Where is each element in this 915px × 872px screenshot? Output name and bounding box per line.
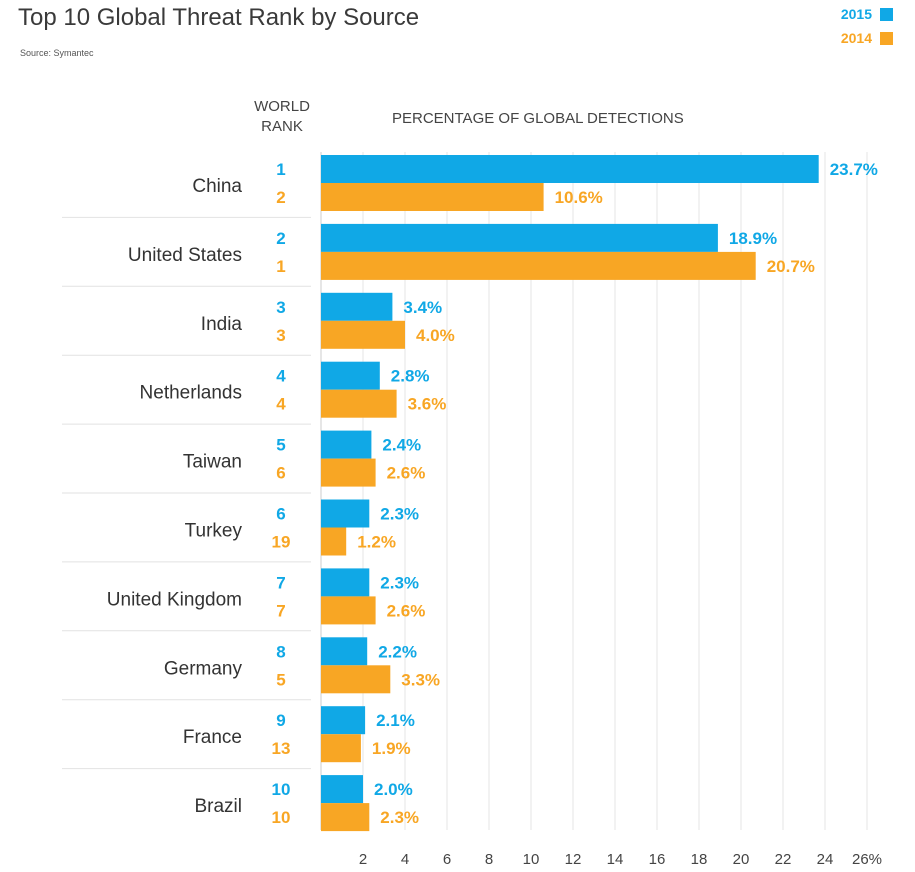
value-label-2015: 2.4%: [382, 436, 421, 455]
x-axis-title: PERCENTAGE OF GLOBAL DETECTIONS: [392, 110, 684, 127]
legend-label-2015: 2015: [840, 6, 872, 22]
rank-2015: 5: [276, 436, 285, 455]
bar-2015: [321, 568, 370, 597]
value-label-2014: 1.2%: [357, 533, 396, 552]
country-label: India: [201, 314, 243, 335]
bar-2014: [321, 734, 361, 763]
country-label: United Kingdom: [107, 589, 242, 610]
bar-2015: [321, 361, 380, 390]
value-label-2014: 3.6%: [408, 395, 447, 414]
rank-2015: 1: [276, 160, 285, 179]
rank-2014: 19: [272, 533, 291, 552]
rank-2015: 4: [276, 367, 286, 386]
rank-2014: 13: [272, 739, 291, 758]
value-label-2015: 2.3%: [380, 573, 419, 592]
bar-2015: [321, 223, 718, 252]
rank-2014: 4: [276, 395, 286, 414]
legend-label-2014: 2014: [840, 30, 872, 46]
bar-2015: [321, 430, 372, 459]
country-label: Brazil: [194, 796, 242, 817]
value-label-2015: 2.8%: [391, 367, 430, 386]
x-tick-label: 10: [523, 851, 540, 868]
bar-2014: [321, 665, 391, 694]
country-label: Taiwan: [183, 452, 242, 473]
value-label-2015: 18.9%: [729, 229, 777, 248]
rank-2015: 6: [276, 505, 285, 524]
legend-item-2014: 2014: [813, 26, 893, 50]
bar-2014: [321, 596, 376, 625]
value-label-2015: 2.0%: [374, 780, 413, 799]
x-tick-label: 12: [565, 851, 582, 868]
rank-2014: 2: [276, 188, 285, 207]
rank-2015: 3: [276, 298, 285, 317]
x-tick-label: 20: [733, 851, 750, 868]
bar-2014: [321, 320, 405, 349]
bar-2015: [321, 637, 368, 666]
rank-2014: 6: [276, 464, 285, 483]
value-label-2014: 2.6%: [387, 464, 426, 483]
bar-2014: [321, 183, 544, 211]
chart-title: Top 10 Global Threat Rank by Source: [18, 4, 420, 31]
rank-header-line-1: WORLD: [254, 98, 310, 115]
bar-2015: [321, 292, 393, 321]
rank-2015: 7: [276, 573, 285, 592]
value-label-2014: 2.3%: [380, 808, 419, 827]
x-tick-label: 18: [691, 851, 708, 868]
value-label-2014: 3.3%: [401, 670, 440, 689]
x-tick-label: 24: [817, 851, 834, 868]
x-tick-label: 22: [775, 851, 792, 868]
bar-2014: [321, 251, 756, 280]
bar-2015: [321, 706, 366, 735]
rank-2014: 7: [276, 601, 285, 620]
bar-2015: [321, 775, 363, 804]
bar-2015: [321, 499, 370, 528]
country-label: Germany: [164, 658, 243, 679]
country-label: United States: [128, 245, 242, 266]
rank-header-line-2: RANK: [261, 118, 303, 135]
country-label: China: [192, 176, 242, 197]
x-tick-label: 6: [443, 851, 451, 868]
value-label-2015: 2.1%: [376, 711, 415, 730]
value-label-2015: 23.7%: [830, 160, 878, 179]
bar-2014: [321, 803, 370, 832]
value-label-2014: 4.0%: [416, 326, 455, 345]
x-tick-label: 2: [359, 851, 367, 868]
rank-column-header: WORLD RANK: [244, 97, 320, 137]
bar-2014: [321, 389, 397, 418]
rank-2014: 10: [272, 808, 291, 827]
bar-2014: [321, 458, 376, 487]
rank-2014: 3: [276, 326, 285, 345]
x-tick-label: 4: [401, 851, 409, 868]
x-tick-label: 8: [485, 851, 493, 868]
rank-2014: 1: [276, 257, 285, 276]
x-tick-label: 26%: [852, 851, 882, 868]
value-label-2014: 10.6%: [555, 188, 603, 207]
x-tick-label: 16: [649, 851, 666, 868]
value-label-2014: 20.7%: [767, 257, 815, 276]
rank-2015: 10: [272, 780, 291, 799]
legend: 2015 2014: [813, 2, 893, 50]
legend-swatch-2015: [880, 7, 893, 21]
country-label: Netherlands: [140, 383, 242, 404]
x-tick-label: 14: [607, 851, 624, 868]
value-label-2015: 2.2%: [378, 642, 417, 661]
rank-2015: 9: [276, 711, 285, 730]
rank-2015: 8: [276, 642, 285, 661]
value-label-2015: 3.4%: [403, 298, 442, 317]
rank-2014: 5: [276, 670, 285, 689]
legend-swatch-2014: [880, 31, 893, 45]
bar-2014: [321, 527, 347, 556]
country-label: France: [183, 727, 242, 748]
rank-2015: 2: [276, 229, 285, 248]
country-label: Turkey: [185, 521, 243, 542]
value-label-2014: 1.9%: [372, 739, 411, 758]
bar-2015: [321, 155, 819, 183]
legend-item-2015: 2015: [813, 2, 893, 26]
value-label-2014: 2.6%: [387, 601, 426, 620]
value-label-2015: 2.3%: [380, 505, 419, 524]
chart-source: Source: Symantec: [20, 48, 94, 58]
